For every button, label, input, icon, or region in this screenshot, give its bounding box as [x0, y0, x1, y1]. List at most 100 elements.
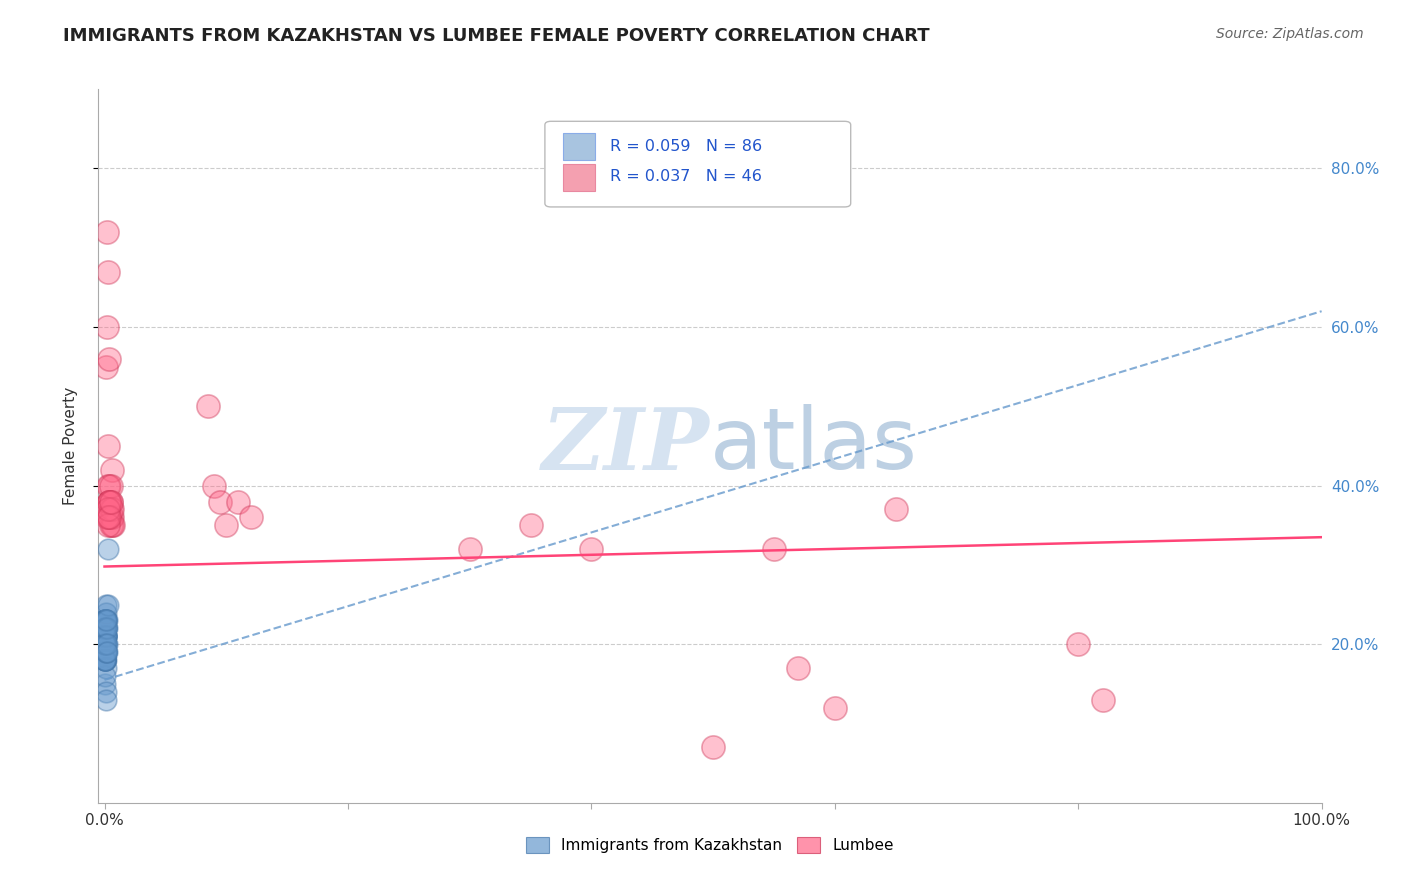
Point	[94, 653, 117, 667]
Point	[94, 637, 117, 651]
Point	[94, 614, 117, 628]
Point	[94, 653, 117, 667]
Point	[97, 510, 120, 524]
Point	[94, 645, 117, 659]
Point	[96, 614, 118, 628]
Point	[94, 614, 117, 628]
Point	[94, 653, 117, 667]
Point	[94, 614, 117, 628]
Point	[98, 494, 121, 508]
Point	[94, 629, 117, 643]
Point	[94, 614, 117, 628]
Point	[98, 351, 121, 366]
Point	[94, 614, 117, 628]
Point	[94, 629, 117, 643]
Point	[98, 478, 121, 492]
Point	[101, 518, 124, 533]
Point	[97, 478, 120, 492]
Point	[94, 637, 117, 651]
Point	[215, 518, 238, 533]
Legend: Immigrants from Kazakhstan, Lumbee: Immigrants from Kazakhstan, Lumbee	[520, 831, 900, 859]
Point	[97, 502, 120, 516]
Point	[824, 700, 846, 714]
Point	[94, 621, 117, 635]
Point	[94, 645, 117, 659]
Point	[101, 463, 124, 477]
Point	[94, 621, 117, 635]
Point	[94, 637, 117, 651]
Point	[100, 494, 122, 508]
Point	[100, 502, 122, 516]
Point	[94, 637, 117, 651]
Point	[94, 621, 117, 635]
Point	[96, 320, 118, 334]
Point	[101, 510, 124, 524]
Point	[96, 614, 118, 628]
Point	[96, 510, 118, 524]
Point	[94, 637, 117, 651]
Point	[96, 645, 118, 659]
Point	[94, 614, 117, 628]
Point	[96, 637, 118, 651]
Point	[94, 653, 117, 667]
Point	[787, 661, 810, 675]
Point	[94, 637, 117, 651]
Point	[94, 629, 117, 643]
Point	[94, 621, 117, 635]
Point	[94, 629, 117, 643]
Point	[97, 264, 120, 278]
Point	[94, 653, 117, 667]
Point	[100, 510, 122, 524]
Point	[94, 621, 117, 635]
Point	[100, 494, 122, 508]
Point	[94, 614, 117, 628]
Point	[98, 494, 121, 508]
Point	[94, 637, 117, 651]
Point	[101, 502, 124, 516]
Point	[94, 692, 117, 706]
FancyBboxPatch shape	[564, 164, 595, 191]
Point	[94, 637, 117, 651]
Point	[581, 542, 603, 557]
Point	[94, 653, 117, 667]
Point	[96, 621, 118, 635]
Point	[94, 614, 117, 628]
Text: IMMIGRANTS FROM KAZAKHSTAN VS LUMBEE FEMALE POVERTY CORRELATION CHART: IMMIGRANTS FROM KAZAKHSTAN VS LUMBEE FEM…	[63, 27, 929, 45]
Point	[94, 637, 117, 651]
Point	[94, 614, 117, 628]
Point	[94, 621, 117, 635]
Point	[1067, 637, 1090, 651]
Point	[94, 637, 117, 651]
Point	[94, 621, 117, 635]
Point	[98, 510, 121, 524]
Text: ZIP: ZIP	[543, 404, 710, 488]
Point	[94, 645, 117, 659]
Point	[100, 518, 122, 533]
Point	[202, 478, 225, 492]
Point	[94, 629, 117, 643]
Point	[94, 637, 117, 651]
Point	[94, 614, 117, 628]
Text: atlas: atlas	[710, 404, 918, 488]
Point	[94, 629, 117, 643]
Point	[94, 629, 117, 643]
Point	[94, 637, 117, 651]
Point	[98, 510, 121, 524]
Point	[94, 621, 117, 635]
Point	[94, 629, 117, 643]
Point	[94, 677, 117, 691]
Y-axis label: Female Poverty: Female Poverty	[63, 387, 77, 505]
Point	[94, 685, 117, 699]
Point	[884, 502, 907, 516]
Point	[94, 629, 117, 643]
Point	[94, 621, 117, 635]
Point	[94, 653, 117, 667]
Point	[94, 645, 117, 659]
Point	[94, 629, 117, 643]
Point	[209, 494, 232, 508]
Point	[94, 621, 117, 635]
Point	[94, 614, 117, 628]
Point	[94, 629, 117, 643]
Point	[97, 439, 120, 453]
Point	[762, 542, 785, 557]
